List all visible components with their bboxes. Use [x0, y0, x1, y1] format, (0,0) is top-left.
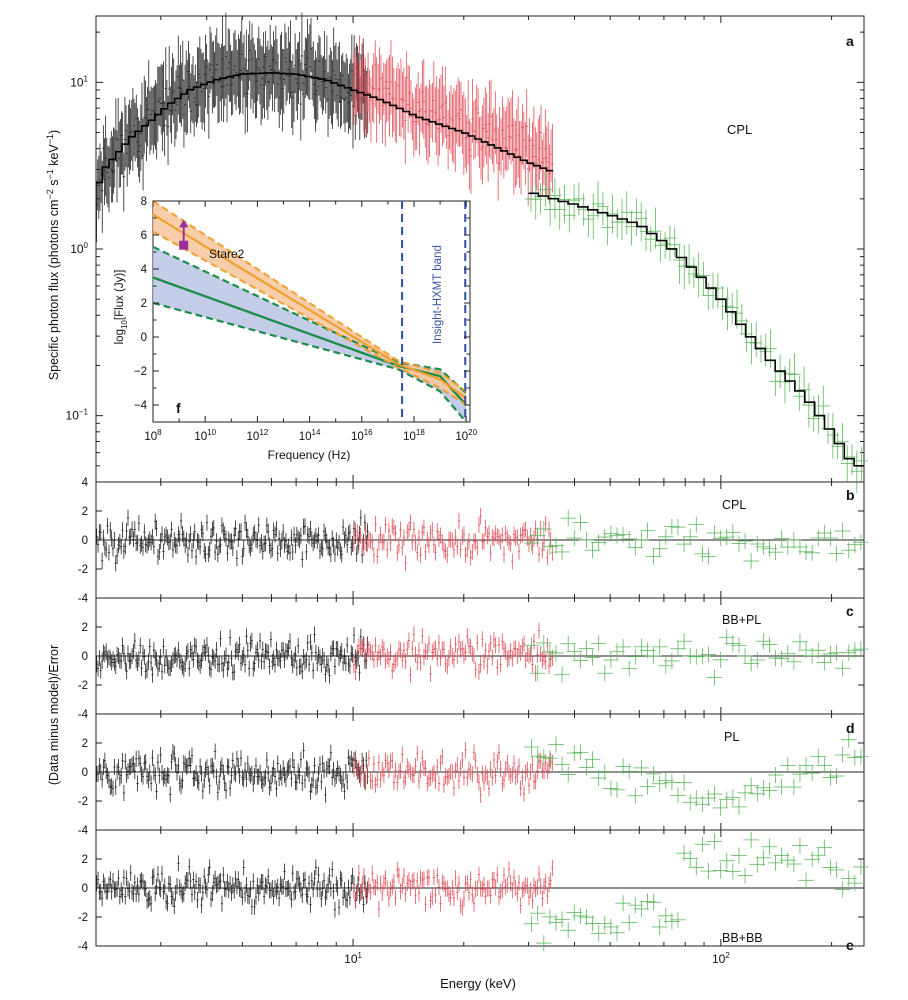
x-tick-label: 102 [712, 951, 730, 966]
panel-d-model-label: PL [724, 730, 739, 744]
y-tick-label: -4 [78, 941, 89, 953]
y-tick-label: 2 [82, 854, 88, 866]
main-y-axis-label: Specific photon flux (photons cm−2 s−1 k… [45, 130, 61, 380]
inset-y-tick-label: −2 [134, 366, 147, 378]
y-tick-label: 2 [82, 622, 88, 634]
inset-x-tick-label: 108 [144, 428, 162, 443]
inset-y-tick-label: 6 [141, 230, 147, 242]
inset-y-tick-label: 0 [141, 332, 147, 344]
inset-x-tick-label: 1020 [455, 428, 477, 443]
panel-a-model-label: CPL [727, 122, 752, 137]
y-tick-label: 10−1 [66, 408, 89, 423]
model-curve-cpl-high [528, 192, 864, 467]
inset-panel-label: f [176, 400, 181, 416]
y-tick-label: 0 [82, 767, 88, 779]
stare2-arrow-head [179, 219, 189, 228]
inset-x-tick-label: 1014 [299, 428, 321, 443]
residual-panels: -4 -2 0 2 4 -4 -2 0 2 -4 -2 0 2 -4 -2 0 2 101 102 [78, 477, 869, 966]
orange-lower-dashed [152, 230, 467, 406]
spectrum-panel: 10−1 100 101 [66, 12, 868, 493]
series-high-energy [524, 172, 868, 493]
y-tick-label: 0 [82, 651, 88, 663]
green-lower-dashed [152, 301, 468, 423]
panel-a-label: a [846, 33, 854, 49]
inset-y-tick-label: 2 [141, 298, 147, 310]
y-tick-label: 0 [82, 883, 88, 895]
y-tick-label: -2 [78, 796, 88, 808]
residual-panel-d: -4 -2 0 2 [78, 713, 869, 837]
residual-panel-e: -4 -2 0 2 [78, 829, 869, 953]
inset-panel-f: 108 1010 1012 1014 1016 1018 1020 −4 −2 0 2 4 6 8 [134, 196, 478, 443]
y-tick-label: -4 [78, 593, 89, 605]
orange-best-fit [152, 213, 467, 400]
insight-hxmt-band-label: Insight-HXMT band [432, 245, 444, 344]
stare2-point [179, 240, 189, 250]
panel-c-label: c [846, 603, 854, 619]
inset-y-tick-label: 8 [141, 196, 147, 208]
panel-e-model-label: BB+BB [722, 931, 763, 945]
inset-x-tick-label: 1010 [194, 428, 216, 443]
inset-y-tick-label: 4 [141, 264, 148, 276]
energy-x-axis-label: Energy (keV) [440, 976, 516, 991]
panel-b-model-label: CPL [722, 498, 746, 512]
residual-panel-c: -4 -2 0 2 [78, 597, 869, 721]
series-medium-energy [352, 35, 554, 206]
residual-panel-b: -4 -2 0 2 4 [78, 477, 869, 605]
y-tick-label: 0 [82, 535, 88, 547]
panel-b-label: b [846, 487, 855, 503]
y-tick-label: -2 [78, 564, 88, 576]
x-tick-label: 101 [344, 951, 362, 966]
stare2-label: Stare2 [209, 247, 245, 261]
inset-x-axis-label: Frequency (Hz) [268, 448, 351, 462]
panel-c-model-label: BB+PL [722, 613, 761, 627]
inset-x-tick-label: 1016 [351, 428, 373, 443]
y-tick-label: 101 [70, 74, 88, 89]
residual-y-axis-label: (Data minus model)/Error [47, 645, 61, 785]
panel-e-label: e [846, 937, 854, 953]
y-tick-label: 4 [82, 477, 89, 489]
panel-d-label: d [846, 720, 855, 736]
inset-y-axis-label: log10[Flux (Jy)] [114, 270, 129, 345]
model-curve-cpl [96, 72, 554, 184]
y-tick-label: -2 [78, 912, 88, 924]
inset-y-tick-label: −4 [134, 400, 148, 412]
y-tick-label: -4 [78, 709, 89, 721]
inset-x-tick-label: 1018 [403, 428, 425, 443]
y-tick-label: 2 [82, 738, 88, 750]
y-tick-label: 100 [70, 241, 88, 256]
y-tick-label: -4 [78, 825, 89, 837]
orange-upper-dashed [152, 200, 467, 393]
y-tick-label: 2 [82, 506, 88, 518]
inset-x-tick-label: 1012 [247, 428, 269, 443]
y-tick-label: -2 [78, 680, 88, 692]
